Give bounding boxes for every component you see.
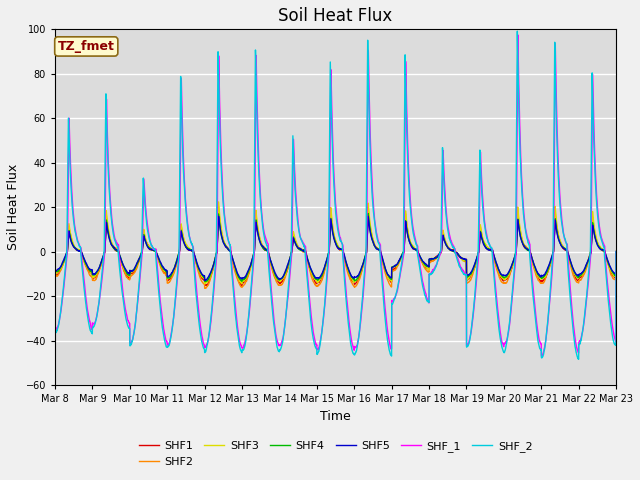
SHF2 xyxy=(612,249,620,254)
SHF2 xyxy=(461,258,469,264)
SHF5 xyxy=(51,268,59,274)
SHF_1 xyxy=(51,325,59,331)
SHF4 xyxy=(315,276,323,282)
SHF2 xyxy=(51,273,59,278)
SHF_1 xyxy=(538,353,545,359)
SHF3 xyxy=(215,199,223,205)
SHF2 xyxy=(152,249,159,255)
SHF5 xyxy=(612,271,620,277)
SHF1 xyxy=(51,271,59,277)
SHF1 xyxy=(215,210,223,216)
SHF2 xyxy=(493,268,501,274)
SHF1 xyxy=(612,275,620,281)
SHF4 xyxy=(461,257,469,263)
Line: SHF_2: SHF_2 xyxy=(55,31,616,360)
SHF3 xyxy=(493,265,501,271)
SHF_1 xyxy=(430,266,438,272)
SHF2 xyxy=(315,282,323,288)
SHF5 xyxy=(152,248,159,254)
SHF4 xyxy=(364,211,372,216)
SHF4 xyxy=(493,264,501,270)
Line: SHF1: SHF1 xyxy=(55,213,616,286)
SHF_2 xyxy=(513,28,521,34)
SHF3 xyxy=(51,271,59,277)
SHF_2 xyxy=(612,249,620,254)
Line: SHF_1: SHF_1 xyxy=(55,35,616,356)
SHF3 xyxy=(315,278,323,284)
Legend: SHF1, SHF2, SHF3, SHF4, SHF5, SHF_1, SHF_2: SHF1, SHF2, SHF3, SHF4, SHF5, SHF_1, SHF… xyxy=(134,437,537,471)
SHF3 xyxy=(238,281,246,287)
SHF2 xyxy=(202,286,209,291)
SHF_1 xyxy=(612,338,620,344)
SHF1 xyxy=(612,249,620,254)
SHF_2 xyxy=(575,357,582,362)
SHF5 xyxy=(315,275,323,281)
Y-axis label: Soil Heat Flux: Soil Heat Flux xyxy=(7,164,20,250)
SHF2 xyxy=(431,257,438,263)
SHF5 xyxy=(461,256,469,262)
SHF1 xyxy=(152,249,159,254)
SHF3 xyxy=(431,255,438,261)
SHF3 xyxy=(461,257,469,263)
SHF5 xyxy=(215,214,223,219)
SHF_1 xyxy=(514,32,522,38)
SHF5 xyxy=(431,255,438,261)
SHF2 xyxy=(214,204,222,209)
SHF4 xyxy=(202,279,209,285)
Line: SHF4: SHF4 xyxy=(55,214,616,282)
SHF_2 xyxy=(430,267,438,273)
SHF_2 xyxy=(152,254,159,260)
SHF_1 xyxy=(493,300,501,306)
SHF4 xyxy=(431,255,438,261)
SHF4 xyxy=(612,249,620,254)
SHF2 xyxy=(612,277,620,283)
SHF_1 xyxy=(315,346,323,351)
SHF_2 xyxy=(315,348,323,354)
SHF4 xyxy=(51,268,59,274)
SHF_2 xyxy=(461,272,469,278)
Title: Soil Heat Flux: Soil Heat Flux xyxy=(278,7,393,25)
SHF1 xyxy=(493,266,501,272)
Line: SHF5: SHF5 xyxy=(55,216,616,280)
X-axis label: Time: Time xyxy=(320,409,351,422)
SHF_1 xyxy=(152,247,159,252)
SHF1 xyxy=(461,257,469,263)
SHF4 xyxy=(152,248,159,254)
SHF3 xyxy=(152,247,159,253)
Line: SHF2: SHF2 xyxy=(55,206,616,288)
SHF_2 xyxy=(51,330,59,336)
SHF_2 xyxy=(493,308,501,313)
SHF_1 xyxy=(461,271,469,276)
SHF5 xyxy=(612,249,620,254)
SHF_1 xyxy=(612,249,620,254)
SHF5 xyxy=(201,277,209,283)
SHF_2 xyxy=(612,342,620,348)
SHF3 xyxy=(612,249,620,254)
SHF1 xyxy=(315,279,323,285)
SHF5 xyxy=(493,263,501,268)
SHF1 xyxy=(431,256,438,262)
SHF4 xyxy=(612,273,620,278)
SHF3 xyxy=(612,274,620,280)
Line: SHF3: SHF3 xyxy=(55,202,616,284)
SHF1 xyxy=(238,283,246,288)
Text: TZ_fmet: TZ_fmet xyxy=(58,40,115,53)
